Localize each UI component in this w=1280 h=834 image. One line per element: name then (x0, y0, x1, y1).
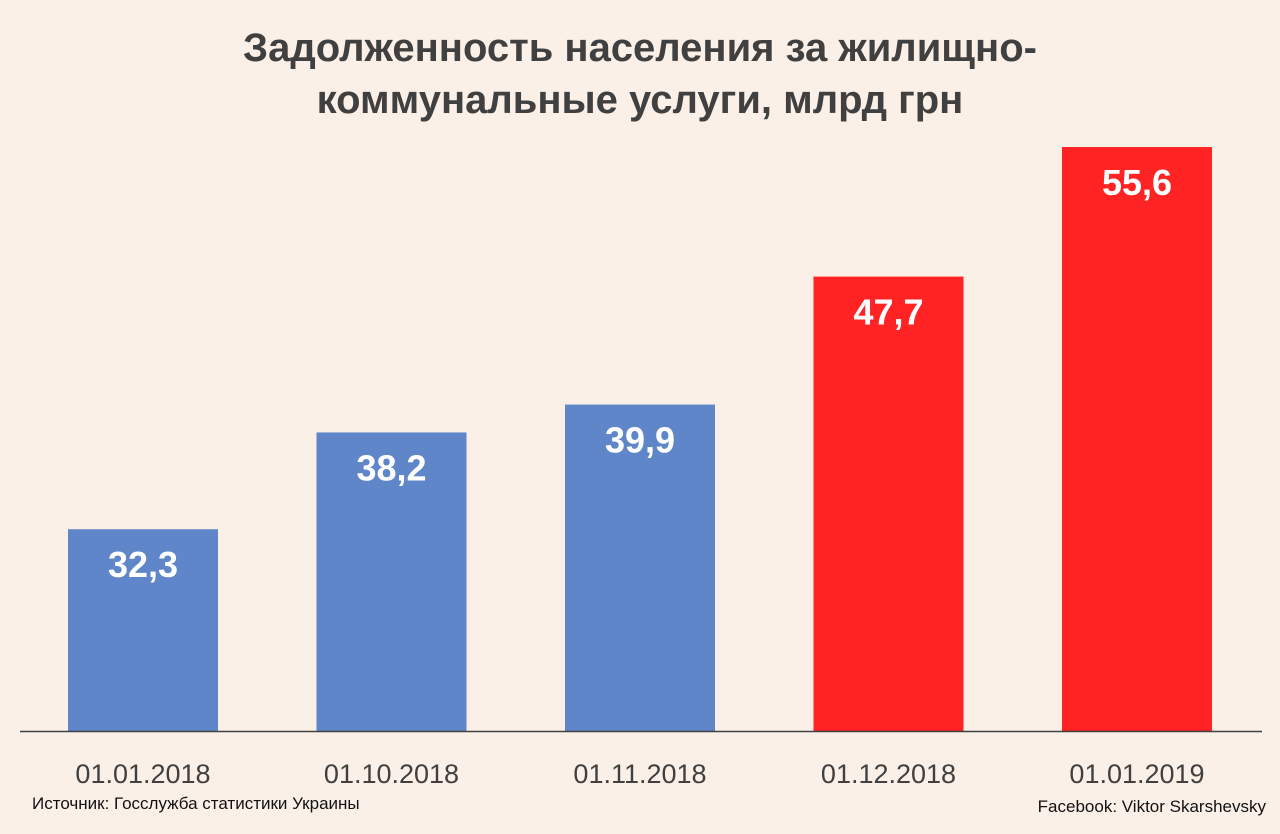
chart-title-line-2: коммунальные услуги, млрд грн (316, 78, 964, 122)
bar (68, 529, 218, 731)
x-tick-label: 01.01.2018 (75, 759, 210, 789)
bar (1062, 147, 1212, 731)
bar (565, 404, 715, 731)
x-tick-label: 01.12.2018 (821, 759, 956, 789)
credit-note: Facebook: Viktor Skarshevsky (1037, 797, 1266, 816)
chart-title: Задолженность населения за жилищно- комм… (0, 22, 1280, 126)
x-tick-label: 01.11.2018 (573, 759, 706, 789)
bar-value-label: 55,6 (1102, 162, 1172, 203)
bar (316, 432, 467, 731)
source-note: Источник: Госслужба статистики Украины (32, 794, 360, 813)
bar-value-label: 32,3 (108, 544, 178, 585)
bar (813, 276, 964, 731)
bar-value-label: 47,7 (853, 292, 923, 333)
x-tick-label: 01.01.2019 (1069, 759, 1204, 789)
bar-value-label: 38,2 (356, 447, 426, 488)
x-tick-label: 01.10.2018 (324, 759, 459, 789)
chart-title-line-1: Задолженность населения за жилищно- (243, 26, 1037, 70)
bar-value-label: 39,9 (605, 420, 675, 461)
